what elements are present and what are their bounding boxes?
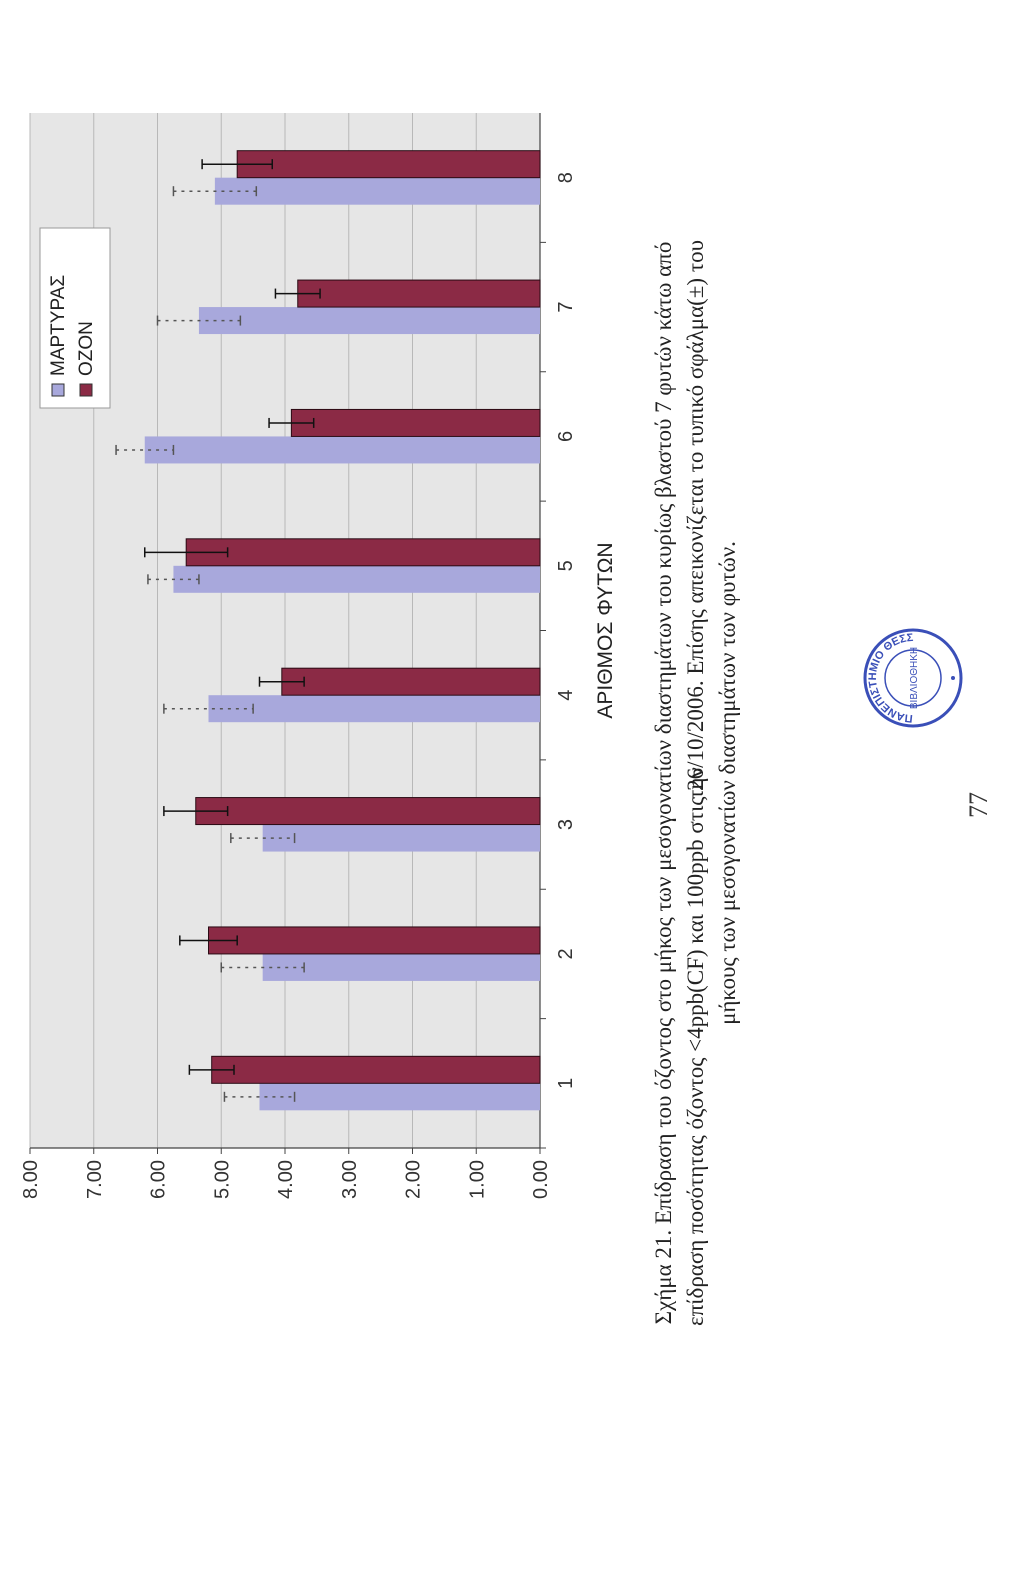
page-number: 77	[964, 792, 993, 818]
legend: ΜΑΡΤΥΡΑΣ ΟΖΟΝ	[39, 227, 111, 409]
legend-label: ΜΑΡΤΥΡΑΣ	[48, 275, 69, 376]
bar	[262, 953, 540, 981]
legend-swatch	[79, 383, 93, 397]
bars	[115, 150, 541, 1111]
x-tick-label: 5	[555, 560, 577, 571]
y-tick-label: 5.00	[211, 1160, 233, 1199]
bar	[195, 797, 541, 826]
legend-label: ΟΖΟΝ	[76, 321, 97, 376]
y-tick-label: 3.00	[339, 1160, 361, 1199]
legend-box	[39, 227, 111, 409]
bar	[211, 1055, 541, 1084]
x-tick-label: 2	[555, 948, 577, 959]
x-tick-label: 6	[555, 431, 577, 442]
bar	[185, 538, 541, 567]
bar	[236, 150, 541, 179]
library-stamp: ΠΑΝΕΠΙΣΤΗΜΙΟ ΘΕΣΣΑΛΙΑΣ ΒΙΒΛΙΟΘΗΚΗ	[858, 628, 963, 733]
figure-caption-line-3: μήκους των μεσογονατίων διαστημάτων των …	[715, 541, 740, 1025]
y-tick-label: 2.00	[403, 1160, 425, 1199]
y-tick-label: 6.00	[148, 1160, 170, 1199]
x-tick-label: 4	[555, 690, 577, 701]
y-tick-label: 7.00	[84, 1160, 106, 1199]
bar	[259, 1083, 540, 1111]
x-tick-label: 8	[555, 172, 577, 183]
bar	[173, 565, 540, 593]
bar	[208, 695, 540, 723]
bar	[290, 408, 541, 437]
x-axis-title: ΑΡΙΘΜΟΣ ΦΥΤΩΝ	[594, 542, 617, 718]
y-tick-label: 4.00	[275, 1160, 297, 1199]
stamp-inner-text: ΒΙΒΛΙΟΘΗΚΗ	[909, 647, 920, 709]
y-tick-label: 8.00	[20, 1160, 42, 1199]
bar	[198, 307, 540, 335]
y-tick-label: 0.00	[530, 1160, 552, 1199]
bar	[281, 667, 541, 696]
bar	[297, 279, 541, 308]
bar	[208, 926, 541, 955]
x-tick-label: 3	[555, 819, 577, 830]
figure-caption-line-2: επίδραση ποσότητας όζοντος <4ppb(CF) και…	[683, 240, 708, 1326]
x-tick-label: 1	[555, 1078, 577, 1089]
y-tick-label: 1.00	[466, 1160, 488, 1199]
bar	[144, 436, 540, 464]
legend-swatch	[51, 383, 65, 397]
bar	[214, 177, 540, 205]
axes: 0.00 1.00 2.00 3.00 4.00 5.00 6.00 7.00 8.00 1 2 3 4…	[20, 113, 617, 1199]
bar	[262, 824, 540, 852]
x-tick-label: 7	[555, 302, 577, 313]
